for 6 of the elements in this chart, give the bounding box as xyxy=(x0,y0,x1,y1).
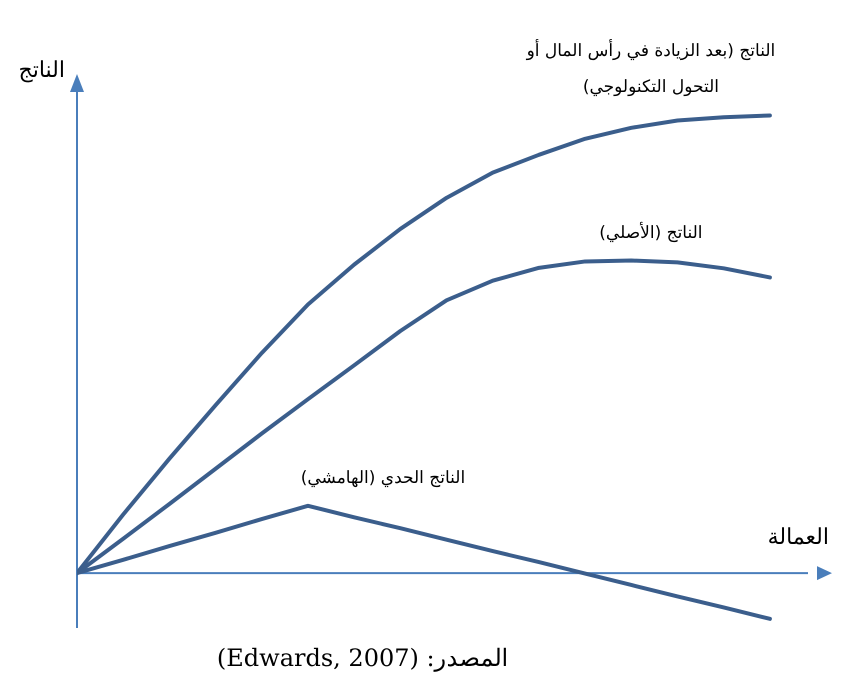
series-label: الناتج (الأصلي) xyxy=(598,220,704,245)
series-label: الناتج الحدي (الهامشي) xyxy=(300,466,466,490)
series-label: الناتج (بعد الزيادة في رأس المال أو التحول التكنولوجي) xyxy=(526,38,776,100)
text: المصدر: (Edwards, 2007) xyxy=(216,644,510,672)
x-axis-title: العمالة xyxy=(768,525,829,550)
y-axis-title: الناتج xyxy=(18,58,65,83)
